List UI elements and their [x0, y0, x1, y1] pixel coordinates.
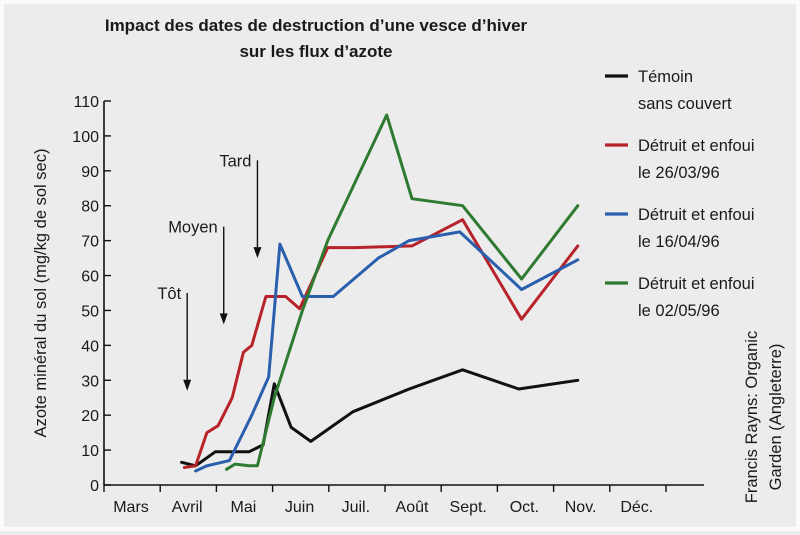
y-tick-label: 110	[73, 94, 99, 111]
annotation-label: Moyen	[168, 219, 218, 237]
source-line-1: Francis Rayns: Organic	[743, 331, 761, 503]
y-tick-label: 10	[81, 443, 99, 460]
y-tick-label: 30	[81, 373, 99, 390]
legend-label: Témoin	[638, 68, 693, 86]
annotation-arrow-head	[219, 313, 228, 325]
y-tick-label: 40	[81, 338, 99, 355]
annotation-arrow-head	[183, 379, 192, 391]
chart-title-line-1: Impact des dates de destruction d’une ve…	[105, 16, 528, 35]
legend-label: Détruit et enfoui	[638, 206, 754, 224]
y-tick-label: 20	[81, 408, 99, 425]
y-tick-label: 100	[72, 129, 99, 146]
x-tick-label: Mai	[231, 499, 257, 516]
chart-svg: Impact des dates de destruction d’une ve…	[32, 16, 785, 516]
y-tick-label: 80	[81, 199, 99, 216]
legend-label: Détruit et enfoui	[638, 275, 754, 293]
y-tick-label: 60	[81, 269, 99, 286]
y-tick-label: 70	[81, 234, 99, 251]
x-tick-label: Nov.	[565, 499, 597, 516]
axes: 0 10 20 30 40 50 60 70 80 90 100 110 Mars Avril Mai Jui…	[72, 94, 704, 516]
chart-title-line-2: sur les flux d’azote	[239, 42, 392, 61]
x-tick-label: Avril	[172, 499, 203, 516]
series-line	[180, 368, 580, 468]
annotations: Tôt Moyen Tard	[157, 152, 262, 391]
x-tick-label: Août	[396, 499, 429, 516]
x-tick-label: Oct.	[510, 499, 539, 516]
legend: Témoin sans couvert Détruit et enfoui le 26…	[605, 68, 754, 320]
series-lines	[180, 113, 580, 473]
y-tick-label: 50	[81, 303, 99, 320]
x-tick-label: Juin	[285, 499, 314, 516]
legend-label: le 02/05/96	[638, 302, 720, 320]
y-axis-label: Azote minéral du sol (mg/kg de sol sec)	[32, 149, 50, 438]
annotation-arrow-head	[253, 247, 262, 259]
x-tick-label: Juil.	[342, 499, 370, 516]
x-tick-label: Déc.	[620, 499, 653, 516]
source-line-2: Garden (Angleterre)	[767, 344, 785, 491]
annotation-label: Tard	[219, 152, 251, 170]
y-tick-label: 0	[90, 478, 99, 495]
series-line	[194, 230, 580, 473]
x-tick-label: Mars	[113, 499, 149, 516]
series-line	[225, 113, 580, 471]
legend-label: le 16/04/96	[638, 233, 720, 251]
legend-label: Détruit et enfoui	[638, 137, 754, 155]
y-tick-label: 90	[81, 164, 99, 181]
legend-label: sans couvert	[638, 95, 732, 113]
x-tick-label: Sept.	[450, 499, 487, 516]
legend-label: le 26/03/96	[638, 164, 720, 182]
annotation-label: Tôt	[157, 285, 181, 303]
